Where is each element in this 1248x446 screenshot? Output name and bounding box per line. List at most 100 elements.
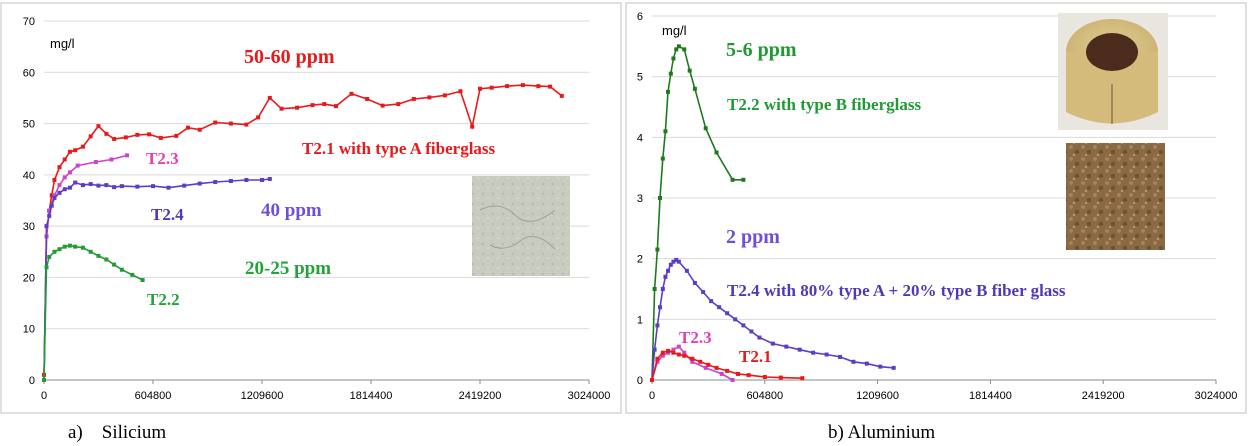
data-point-T23	[719, 371, 724, 376]
y-tick-label: 4	[637, 132, 643, 144]
data-point-T24	[197, 181, 202, 186]
data-point-T21	[49, 193, 54, 198]
series-line-T22	[651, 45, 744, 381]
data-point-T24	[666, 268, 671, 273]
data-point-T21	[682, 353, 687, 358]
data-point-T24	[709, 299, 714, 304]
data-point-T21	[365, 96, 370, 101]
data-point-T23	[676, 344, 681, 349]
data-point-T21	[505, 84, 510, 89]
data-point-T21	[458, 89, 463, 94]
series-line-T22	[43, 244, 143, 381]
data-point-T24	[741, 323, 746, 328]
data-point-T24	[267, 176, 272, 181]
data-point-T21	[690, 356, 695, 361]
data-point-T22	[687, 68, 692, 73]
caption-silicium: a) Silicium	[68, 422, 166, 443]
data-point-T21	[104, 131, 109, 136]
data-point-T22	[112, 262, 117, 267]
data-point-T24	[80, 183, 85, 188]
data-point-T21	[244, 122, 249, 127]
x-tick-label: 1209600	[856, 390, 899, 402]
data-point-T21	[333, 104, 338, 109]
data-point-T24	[864, 361, 869, 366]
data-point-T21	[96, 124, 101, 129]
data-point-T21	[520, 83, 525, 88]
y-tick-label: 0	[29, 375, 35, 387]
data-point-T24	[668, 262, 673, 267]
chart-silicium: 0 10 20 30 40 50 60 70 0 604800 1209600 1814400 2419…	[0, 2, 622, 414]
data-point-T24	[674, 257, 679, 262]
annotation-t24-label: T2.4	[151, 205, 184, 224]
annotation-t22-label: T2.2	[147, 290, 180, 309]
data-point-T21	[52, 177, 57, 182]
chart-aluminium: 0 1 2 3 4 5 6 0 604800 1209600 1814400 2419200 30240…	[625, 2, 1247, 414]
x-tick-label: 0	[41, 390, 47, 402]
y-tick-label: 3	[637, 193, 643, 205]
x-tick-label: 604800	[135, 390, 172, 402]
data-point-T21	[676, 352, 681, 357]
data-point-T24	[49, 203, 54, 208]
data-point-T22	[682, 47, 687, 52]
data-point-T22	[703, 126, 708, 131]
x-tick-label: 2419200	[459, 390, 502, 402]
data-point-T21	[267, 95, 272, 100]
data-point-T21	[123, 135, 128, 140]
data-point-T22	[88, 249, 93, 254]
data-point-T21	[185, 125, 190, 130]
data-point-T21	[256, 115, 261, 120]
x-tick-label: 1814400	[350, 390, 393, 402]
y-tick-label: 20	[23, 272, 35, 284]
annotation-2-ppm: 2 ppm	[726, 226, 780, 248]
caption-aluminium: b) Aluminium	[828, 422, 935, 443]
data-point-T24	[52, 195, 57, 200]
data-point-T21	[706, 362, 711, 367]
data-point-T24	[62, 187, 67, 192]
annotation-t21-label: T2.1	[739, 347, 772, 366]
data-point-T24	[891, 365, 896, 370]
data-point-T23	[671, 347, 676, 352]
data-point-T21	[73, 148, 78, 153]
y-tick-label: 0	[637, 375, 643, 387]
data-point-T24	[725, 311, 730, 316]
data-point-T24	[112, 185, 117, 190]
data-point-T21	[442, 93, 447, 98]
data-point-T24	[88, 182, 93, 187]
data-point-T24	[244, 177, 249, 182]
data-point-T24	[749, 329, 754, 334]
x-tick-label: 3024000	[568, 390, 611, 402]
data-point-T21	[470, 124, 475, 129]
data-point-T24	[47, 213, 52, 218]
y-tick-label: 6	[637, 11, 643, 23]
data-point-T21	[698, 359, 703, 364]
data-point-T21	[197, 127, 202, 132]
series-left	[42, 83, 564, 382]
annotation-t23-label: T2.3	[146, 149, 179, 168]
data-point-T24	[878, 364, 883, 369]
data-point-T23	[67, 170, 72, 175]
data-point-T21	[62, 157, 67, 162]
axes-left: 0 10 20 30 40 50 60 70 0 604800 1209600 1814400 2419…	[23, 16, 611, 402]
data-point-T21	[650, 378, 654, 382]
data-point-T21	[660, 350, 665, 355]
data-point-T22	[52, 249, 57, 254]
data-point-T22	[73, 244, 78, 249]
annotation-5-6-ppm: 5-6 ppm	[726, 39, 797, 61]
data-point-T21	[213, 120, 218, 125]
data-point-T23	[660, 353, 665, 358]
data-point-T24	[838, 354, 842, 359]
data-point-T21	[714, 365, 719, 370]
data-point-T24	[260, 177, 265, 182]
data-point-T24	[733, 317, 738, 322]
data-point-T22	[730, 177, 735, 182]
fiberglass-pipe-photo	[1058, 13, 1168, 130]
data-point-T24	[824, 352, 829, 357]
fiberglass-sample-photo-right	[1066, 143, 1165, 250]
data-point-T21	[322, 102, 327, 107]
data-point-T24	[166, 185, 171, 190]
data-point-T21	[380, 103, 385, 108]
data-point-T21	[478, 86, 482, 91]
data-point-T24	[104, 183, 109, 188]
data-point-T21	[349, 91, 354, 96]
